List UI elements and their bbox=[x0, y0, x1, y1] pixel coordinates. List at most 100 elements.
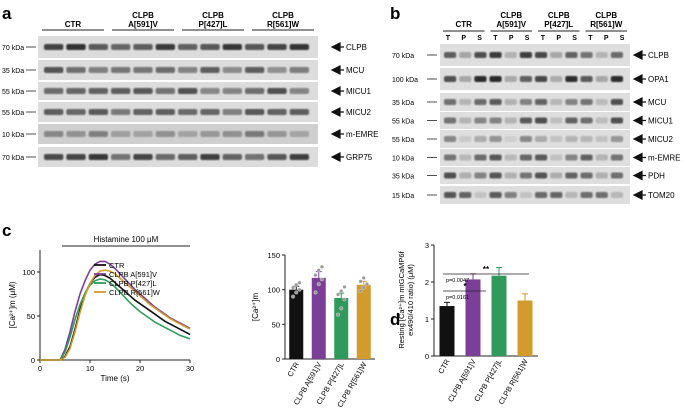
sig-stars-2: * bbox=[463, 282, 467, 291]
blot-band-a-5-2 bbox=[88, 154, 108, 160]
p-value-1: p=0.0047 bbox=[446, 278, 469, 284]
fraction-label-3-1: P bbox=[604, 35, 609, 42]
blot-band-b-3-4 bbox=[504, 117, 517, 124]
blot-band-a-5-8 bbox=[222, 154, 242, 160]
blot-band-a-3-1 bbox=[66, 109, 86, 115]
blot-band-b-1-3 bbox=[489, 76, 502, 82]
arrow-icon bbox=[632, 115, 646, 126]
blot-band-a-0-5 bbox=[155, 44, 175, 50]
blot-band-a-2-4 bbox=[133, 88, 153, 94]
blot-band-b-3-9 bbox=[580, 117, 593, 124]
y-tick-label: 0 bbox=[276, 355, 280, 364]
blot-band-b-6-8 bbox=[565, 172, 578, 179]
blot-band-a-2-8 bbox=[222, 88, 242, 94]
bar-0 bbox=[289, 289, 304, 359]
data-point-3-2 bbox=[365, 282, 369, 287]
blot-band-b-3-5 bbox=[519, 117, 532, 124]
blot-band-b-0-11 bbox=[610, 52, 623, 58]
mw-label-b-6: 35 kDa bbox=[392, 174, 414, 181]
bar-3 bbox=[356, 284, 371, 359]
blot-band-b-6-6 bbox=[535, 172, 548, 179]
legend-label-1: CLPB A[591]V bbox=[109, 270, 157, 279]
blot-band-a-2-0 bbox=[44, 88, 64, 94]
mw-label-a-1: 35 kDa bbox=[2, 68, 24, 75]
protein-label-b-0: CLPB bbox=[648, 51, 669, 60]
arrow-icon bbox=[632, 97, 646, 107]
protein-label-a-3: MICU2 bbox=[346, 108, 371, 117]
data-point-0-3 bbox=[291, 285, 295, 290]
blot-band-b-0-8 bbox=[565, 52, 578, 58]
mw-label-b-0: 70 kDa bbox=[392, 53, 414, 60]
blot-band-a-0-4 bbox=[133, 44, 153, 50]
blot-band-b-1-8 bbox=[565, 76, 578, 82]
y-axis-label-1: ex490/410 ratio) (μM) bbox=[406, 264, 415, 336]
data-point-3-3 bbox=[358, 279, 363, 284]
blot-band-a-1-8 bbox=[222, 67, 242, 73]
blot-band-a-5-0 bbox=[44, 154, 64, 160]
blot-band-a-3-4 bbox=[133, 109, 153, 115]
y-axis-label: [Ca²⁺]m (μM) bbox=[8, 281, 17, 328]
data-point-2-0 bbox=[336, 312, 340, 317]
blot-band-a-3-7 bbox=[200, 109, 220, 115]
mw-label-a-5: 70 kDa bbox=[2, 155, 24, 162]
blot-band-a-2-5 bbox=[155, 88, 175, 94]
blot-band-b-5-5 bbox=[519, 154, 532, 161]
blot-band-a-1-1 bbox=[66, 67, 86, 73]
data-point-3-4 bbox=[361, 275, 366, 280]
group-label-b-2-1: P[427]L bbox=[544, 20, 573, 29]
blot-band-a-1-3 bbox=[111, 67, 131, 73]
data-point-1-5 bbox=[320, 264, 324, 269]
group-label-a-2-1: P[427]L bbox=[199, 20, 228, 29]
group-label-a-0-0: CTR bbox=[65, 20, 82, 29]
fraction-label-2-0: T bbox=[541, 35, 546, 42]
blot-band-b-1-11 bbox=[610, 76, 623, 82]
blot-band-b-3-7 bbox=[550, 117, 563, 124]
blot-band-b-1-5 bbox=[519, 76, 532, 82]
blot-band-a-4-1 bbox=[66, 131, 86, 137]
blot-band-a-2-6 bbox=[178, 88, 198, 94]
mw-label-b-4: 55 kDa bbox=[392, 137, 414, 144]
blot-band-b-0-9 bbox=[580, 52, 593, 58]
blot-band-b-7-11 bbox=[610, 192, 623, 198]
blot-band-b-2-3 bbox=[489, 99, 502, 105]
blot-band-b-0-1 bbox=[459, 52, 472, 58]
blot-band-b-5-3 bbox=[489, 154, 502, 161]
blot-band-a-0-1 bbox=[66, 44, 86, 50]
blot-band-b-5-10 bbox=[595, 154, 608, 161]
blot-band-a-3-5 bbox=[155, 109, 175, 115]
blot-band-b-6-10 bbox=[595, 172, 608, 179]
blot-band-b-1-6 bbox=[535, 76, 548, 82]
blot-band-a-4-10 bbox=[267, 131, 287, 137]
mw-label-b-1: 100 kDa bbox=[392, 77, 418, 84]
blot-band-a-0-6 bbox=[178, 44, 198, 50]
arrow-icon bbox=[330, 107, 344, 117]
blot-band-b-2-8 bbox=[565, 99, 578, 105]
arrow-icon bbox=[330, 129, 344, 139]
arrow-icon bbox=[632, 74, 646, 84]
protein-label-b-6: PDH bbox=[648, 172, 665, 181]
sig-stars-1: ** bbox=[483, 265, 490, 274]
blot-band-a-2-3 bbox=[111, 88, 131, 94]
data-point-2-1 bbox=[339, 306, 344, 311]
blot-band-b-2-9 bbox=[580, 99, 593, 105]
fraction-label-2-1: P bbox=[556, 35, 561, 42]
blot-band-a-3-9 bbox=[245, 109, 265, 115]
blot-band-a-4-0 bbox=[44, 131, 64, 137]
histamine-label: Histamine 100 μM bbox=[94, 235, 159, 244]
blot-band-b-6-9 bbox=[580, 172, 593, 179]
blot-band-b-2-2 bbox=[474, 99, 487, 105]
blot-band-a-3-6 bbox=[178, 109, 198, 115]
data-point-2-5 bbox=[342, 284, 347, 289]
blot-band-b-2-11 bbox=[610, 99, 623, 105]
data-point-0-5 bbox=[297, 280, 302, 285]
blot-band-b-4-8 bbox=[565, 136, 578, 142]
arrow-icon bbox=[632, 134, 646, 144]
p-value-2: p=0.0161 bbox=[446, 295, 469, 301]
blot-band-a-2-10 bbox=[267, 88, 287, 94]
group-label-a-2-0: CLPB bbox=[202, 11, 224, 20]
protein-label-b-5: m-EMRE bbox=[648, 154, 680, 163]
blot-band-b-5-1 bbox=[459, 154, 472, 161]
arrow-icon bbox=[330, 86, 344, 96]
